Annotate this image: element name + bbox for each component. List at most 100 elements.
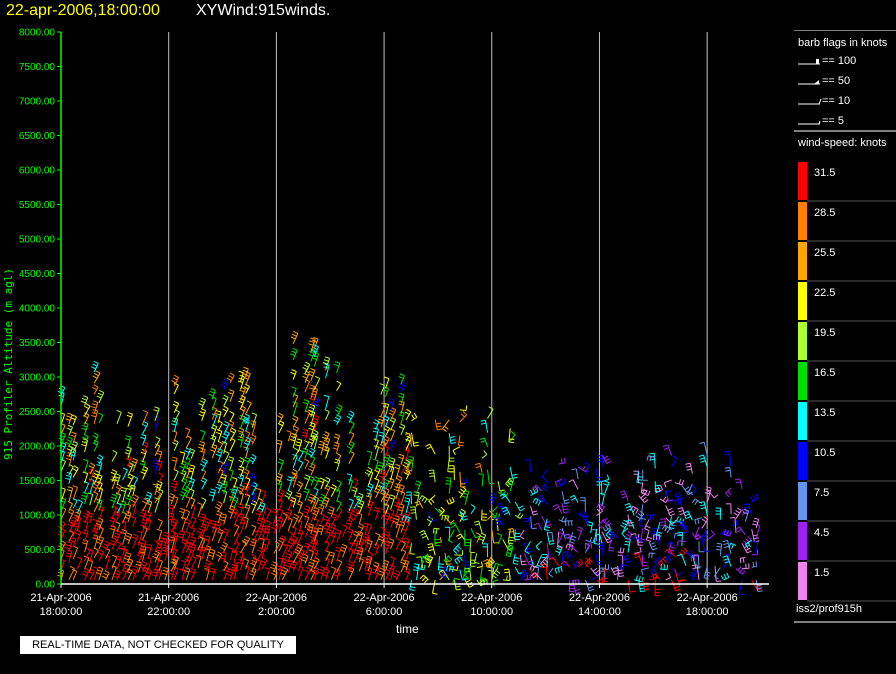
wind-barb [624, 537, 631, 553]
wind-barb [464, 566, 472, 579]
wind-barb [608, 539, 615, 552]
wind-barb [208, 388, 216, 400]
wind-barb [572, 560, 579, 570]
wind-barb [333, 433, 341, 445]
wind-barb [284, 550, 293, 563]
wind-barb [662, 444, 673, 456]
wind-barb [188, 477, 195, 490]
wind-barb [144, 568, 152, 581]
wind-barb [536, 494, 548, 505]
wind-barb [487, 469, 495, 485]
wind-barb [569, 494, 579, 503]
wind-barb [668, 516, 676, 530]
wind-barb [104, 554, 111, 571]
wind-barb [231, 561, 239, 572]
wind-barb [251, 412, 258, 428]
speed-color-swatch [798, 242, 807, 280]
wind-barb [738, 579, 745, 596]
x-tick-time: 2:00:00 [258, 606, 295, 618]
wind-barb [304, 379, 310, 393]
wind-barb [215, 410, 222, 424]
wind-barb [171, 430, 178, 442]
wind-barb [330, 484, 337, 497]
wind-barb [157, 518, 163, 530]
wind-barb [348, 548, 354, 562]
wind-barb [480, 419, 489, 433]
wind-barb [332, 441, 340, 454]
wind-barb [232, 476, 238, 489]
wind-barb [277, 412, 284, 424]
wind-barb [312, 548, 319, 560]
wind-barb [640, 528, 646, 541]
wind-barb [171, 417, 179, 432]
wind-barb [115, 521, 121, 533]
wind-barb [377, 567, 386, 581]
wind-barb [190, 497, 196, 509]
wind-barb [116, 541, 122, 552]
wind-barb [197, 440, 206, 453]
wind-barb [295, 492, 302, 503]
wind-barb [640, 482, 647, 495]
wind-barb [313, 496, 320, 509]
wind-barb [546, 531, 555, 545]
wind-barb [681, 521, 689, 534]
wind-barb [121, 520, 127, 535]
wind-barb [529, 565, 538, 572]
wind-barb [636, 471, 643, 484]
wind-barb [685, 462, 693, 474]
wind-barb [250, 500, 258, 514]
wind-barb [334, 404, 343, 418]
wind-barb [98, 412, 104, 424]
wind-barb [464, 529, 470, 547]
wind-barb [250, 557, 258, 572]
wind-barb [275, 472, 283, 484]
wind-barb [478, 473, 484, 487]
wind-barb [87, 549, 94, 563]
wind-barb [65, 436, 73, 447]
wind-barb [245, 400, 252, 415]
y-tick-label: 7500.00 [19, 62, 56, 73]
wind-barb [110, 469, 118, 482]
wind-barb [313, 556, 320, 570]
wind-barb [276, 488, 285, 503]
wind-barb [231, 507, 238, 519]
wind-barb [398, 373, 405, 385]
wind-barb [92, 384, 99, 395]
wind-barb [414, 480, 422, 494]
wind-barb [308, 422, 316, 437]
wind-barb [96, 473, 103, 485]
wind-barb [470, 527, 481, 539]
wind-barb [336, 452, 342, 464]
wind-barb [644, 519, 651, 532]
wind-barb [356, 499, 365, 514]
wind-barb [241, 366, 249, 378]
wind-barb [184, 509, 191, 520]
wind-barb [209, 567, 216, 580]
wind-barb [237, 432, 245, 448]
wind-barb [324, 540, 330, 552]
wind-barb [724, 466, 732, 478]
wind-barb [750, 493, 759, 503]
wind-barb [452, 446, 461, 456]
wind-barb [638, 516, 644, 528]
wind-barb [397, 484, 405, 495]
wind-barb [569, 531, 577, 544]
wind-barb [323, 394, 330, 410]
wind-barb [310, 429, 319, 440]
wind-barb [111, 449, 118, 462]
wind-barb [129, 484, 136, 497]
wind-barb [419, 574, 429, 584]
wind-barb [130, 565, 139, 581]
wind-barb [220, 473, 227, 486]
wind-barb [220, 378, 229, 390]
wind-barb [243, 516, 249, 529]
wind-barb [582, 515, 589, 527]
wind-barb [126, 411, 133, 427]
wind-barb [398, 380, 407, 393]
wind-barb [311, 351, 320, 367]
wind-barb [111, 565, 117, 581]
wind-barb [428, 494, 436, 506]
wind-barb [302, 361, 311, 375]
wind-barb [388, 457, 396, 473]
wind-barb [587, 521, 594, 534]
